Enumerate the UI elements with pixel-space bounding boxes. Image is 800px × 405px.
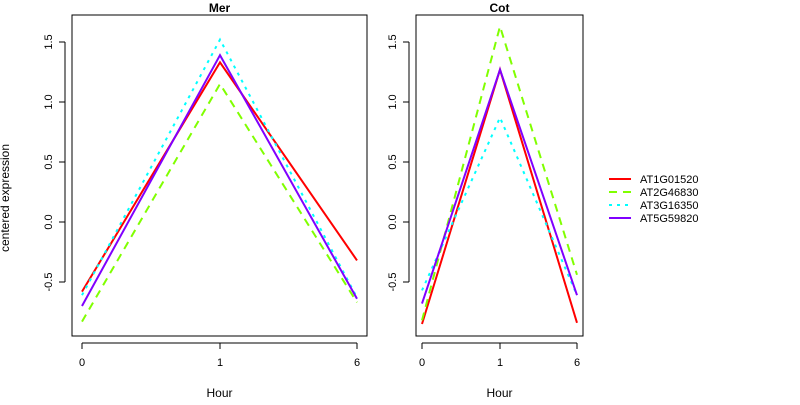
- y-tick-label: 0.0: [387, 214, 399, 229]
- x-tick-label: 6: [354, 357, 360, 369]
- x-axis-title: Hour: [486, 386, 512, 400]
- legend-label: AT2G46830: [640, 187, 699, 199]
- x-tick-label: 6: [574, 357, 580, 369]
- legend-item: AT5G59820: [609, 213, 699, 225]
- y-axis: -0.5 0.0 0.5 1.0 1.5: [43, 34, 66, 292]
- x-axis: 0 1 6: [419, 342, 580, 369]
- y-tick-label: -0.5: [387, 273, 399, 292]
- y-tick-label: 0.0: [43, 214, 55, 229]
- legend-item: AT2G46830: [609, 187, 699, 199]
- y-tick-label: 1.5: [43, 34, 55, 49]
- series-line-at2g46830: [421, 22, 578, 321]
- x-axis: 0 1 6: [79, 342, 360, 369]
- panel-title: Mer: [209, 1, 231, 15]
- y-tick-label: 1.0: [387, 94, 399, 109]
- y-axis: -0.5 0.0 0.5 1.0 1.5: [387, 34, 410, 292]
- series-line-at5g59820: [421, 66, 578, 304]
- series-line-at3g16350: [421, 115, 578, 296]
- x-axis-title: Hour: [206, 386, 232, 400]
- panel-title: Cot: [490, 1, 510, 15]
- legend-label: AT3G16350: [640, 200, 699, 212]
- y-tick-label: 1.0: [43, 94, 55, 109]
- plot-frame: [415, 14, 584, 337]
- x-tick-label: 1: [497, 357, 503, 369]
- legend-item: AT3G16350: [609, 200, 699, 212]
- x-tick-label: 1: [217, 357, 223, 369]
- legend-label: AT1G01520: [640, 174, 699, 186]
- y-axis-title: centered expression: [0, 144, 12, 252]
- series-line-at5g59820: [81, 53, 358, 307]
- y-tick-label: 0.5: [43, 154, 55, 169]
- series-line-at3g16350: [81, 37, 358, 299]
- series-line-at2g46830: [81, 82, 358, 323]
- series-line-at1g01520: [81, 60, 358, 293]
- plot-frame: [71, 14, 368, 337]
- legend-item: AT1G01520: [609, 174, 699, 186]
- x-tick-label: 0: [79, 357, 85, 369]
- x-tick-label: 0: [419, 357, 425, 369]
- legend-label: AT5G59820: [640, 213, 699, 225]
- y-tick-label: 0.5: [387, 154, 399, 169]
- y-tick-label: 1.5: [387, 34, 399, 49]
- panels: Mer -0.5 0.0 0.5 1.0 1.5 0 1 6 Hour Cot -0.5 0.0 0.5 1…: [43, 1, 584, 400]
- panel-mer: Mer -0.5 0.0 0.5 1.0 1.5 0 1 6 Hour: [43, 1, 368, 400]
- y-tick-label: -0.5: [43, 273, 55, 292]
- panel-cot: Cot -0.5 0.0 0.5 1.0 1.5 0 1 6 Hour: [387, 1, 584, 400]
